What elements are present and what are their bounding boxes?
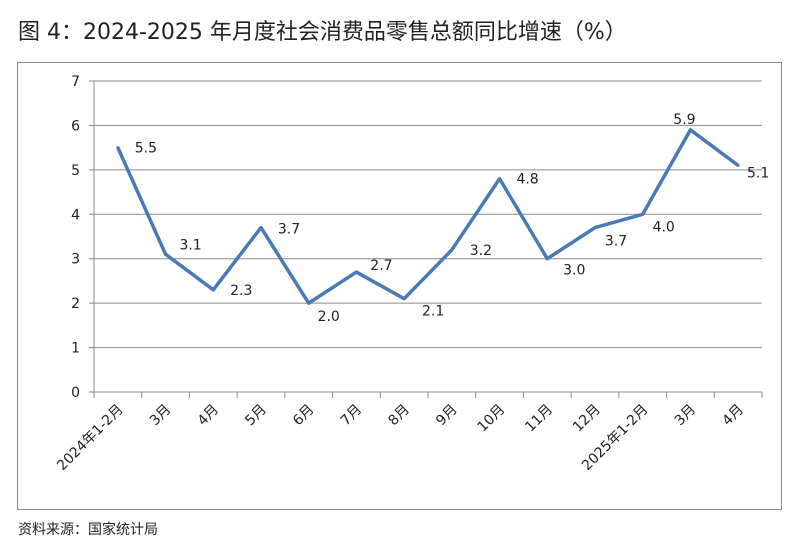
data-point xyxy=(164,252,168,256)
y-tick-label: 2 xyxy=(71,296,80,312)
data-point xyxy=(307,301,311,305)
source-note: 资料来源：国家统计局 xyxy=(18,522,158,538)
data-point xyxy=(688,128,692,132)
data-point xyxy=(259,226,263,230)
data-label: 2.1 xyxy=(422,304,444,320)
y-tick-label: 6 xyxy=(71,118,80,134)
x-tick-label: 6月 xyxy=(290,402,318,430)
data-point xyxy=(354,270,358,274)
data-label: 2.7 xyxy=(370,258,392,274)
data-point xyxy=(211,288,215,292)
data-label: 3.1 xyxy=(179,237,201,253)
x-tick-label: 7月 xyxy=(338,402,366,430)
y-tick-label: 3 xyxy=(71,252,80,268)
x-tick-label: 3月 xyxy=(672,402,700,430)
data-point xyxy=(641,212,645,216)
x-tick-label: 4月 xyxy=(719,402,747,430)
data-label: 5.1 xyxy=(747,165,769,181)
x-tick-label: 3月 xyxy=(147,402,175,430)
data-label: 5.5 xyxy=(135,141,157,157)
y-tick-label: 0 xyxy=(71,385,80,401)
x-tick-label: 10月 xyxy=(475,402,509,436)
y-tick-label: 7 xyxy=(71,74,80,90)
data-label: 5.9 xyxy=(673,112,695,128)
data-point xyxy=(736,163,740,167)
y-tick-label: 4 xyxy=(71,207,80,223)
data-label: 4.8 xyxy=(516,172,538,188)
data-point xyxy=(402,297,406,301)
data-line xyxy=(116,128,740,305)
x-tick-label: 5月 xyxy=(242,402,270,430)
x-tick-label: 11月 xyxy=(522,402,556,436)
x-tick-label: 9月 xyxy=(433,402,461,430)
data-label: 3.7 xyxy=(278,222,300,238)
x-tick-label: 2024年1-2月 xyxy=(54,402,126,474)
data-label: 4.0 xyxy=(653,219,675,235)
data-label: 2.0 xyxy=(318,309,340,325)
x-tick-label: 4月 xyxy=(195,402,223,430)
y-tick-label: 5 xyxy=(71,163,80,179)
data-point xyxy=(593,226,597,230)
data-point xyxy=(116,146,120,150)
chart-frame xyxy=(17,62,782,510)
chart-title: 图 4：2024-2025 年月度社会消费品零售总额同比增速（%） xyxy=(18,20,627,45)
data-label: 3.7 xyxy=(605,234,627,250)
y-tick-label: 1 xyxy=(71,341,80,357)
data-label: 2.3 xyxy=(230,283,252,299)
data-label: 3.2 xyxy=(470,243,492,259)
data-point xyxy=(498,177,502,181)
x-tick-label: 12月 xyxy=(570,402,604,436)
data-point xyxy=(450,248,454,252)
data-label: 3.0 xyxy=(563,263,585,279)
x-tick-label: 8月 xyxy=(385,402,413,430)
data-point xyxy=(545,257,549,261)
